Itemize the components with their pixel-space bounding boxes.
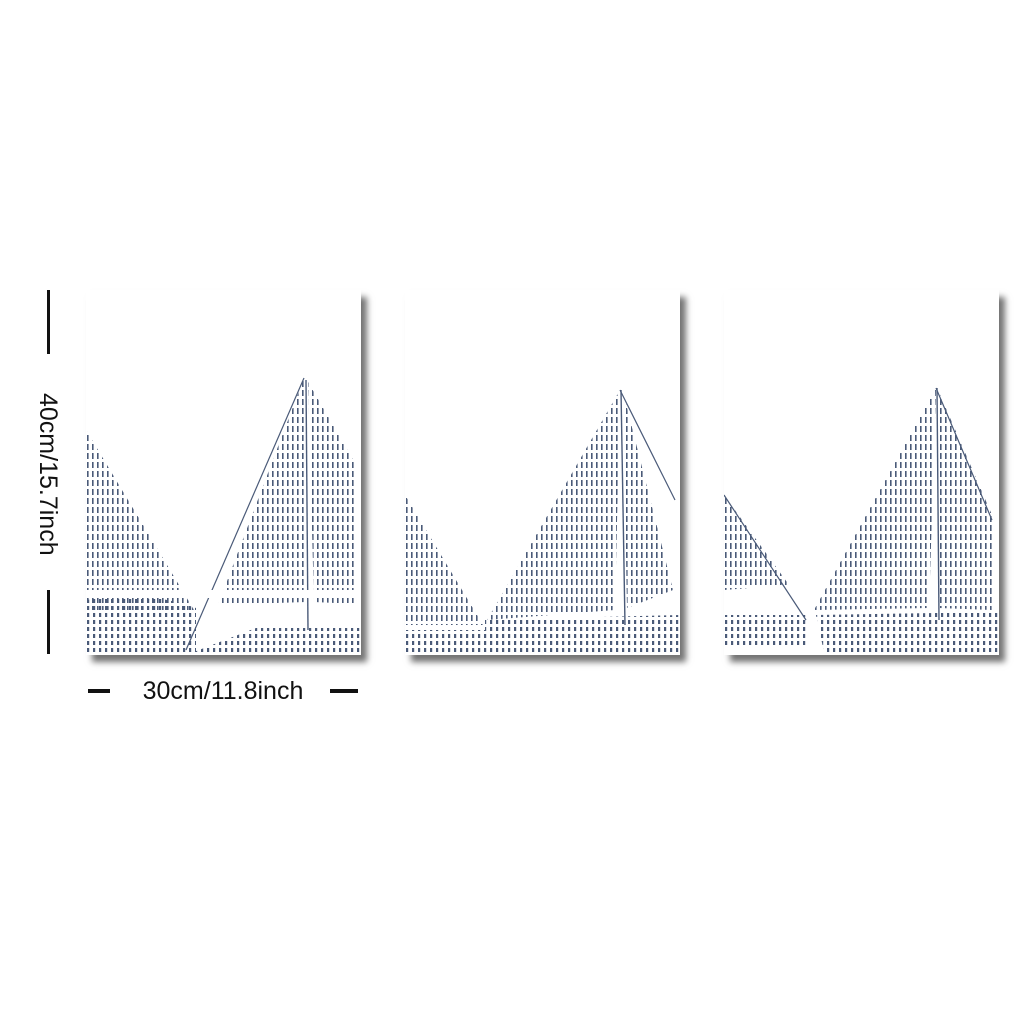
sailboat-artwork-left: [86, 377, 361, 655]
canvas-panel-right: [724, 290, 999, 655]
height-dimension-line-bottom: [47, 590, 50, 654]
width-dimension-line-left: [88, 689, 110, 693]
width-dimension-label: 30cm/11.8inch: [142, 677, 304, 705]
canvas-panel-left: [86, 290, 361, 655]
sailboat-artwork-right: [724, 387, 999, 652]
height-dimension-line-top: [47, 290, 50, 354]
width-dimension-line-right: [330, 689, 358, 693]
canvas-panel-middle: [405, 290, 680, 655]
height-dimension-label: 40cm/15.7inch: [34, 393, 62, 556]
sailboat-artwork-middle: [405, 389, 680, 655]
